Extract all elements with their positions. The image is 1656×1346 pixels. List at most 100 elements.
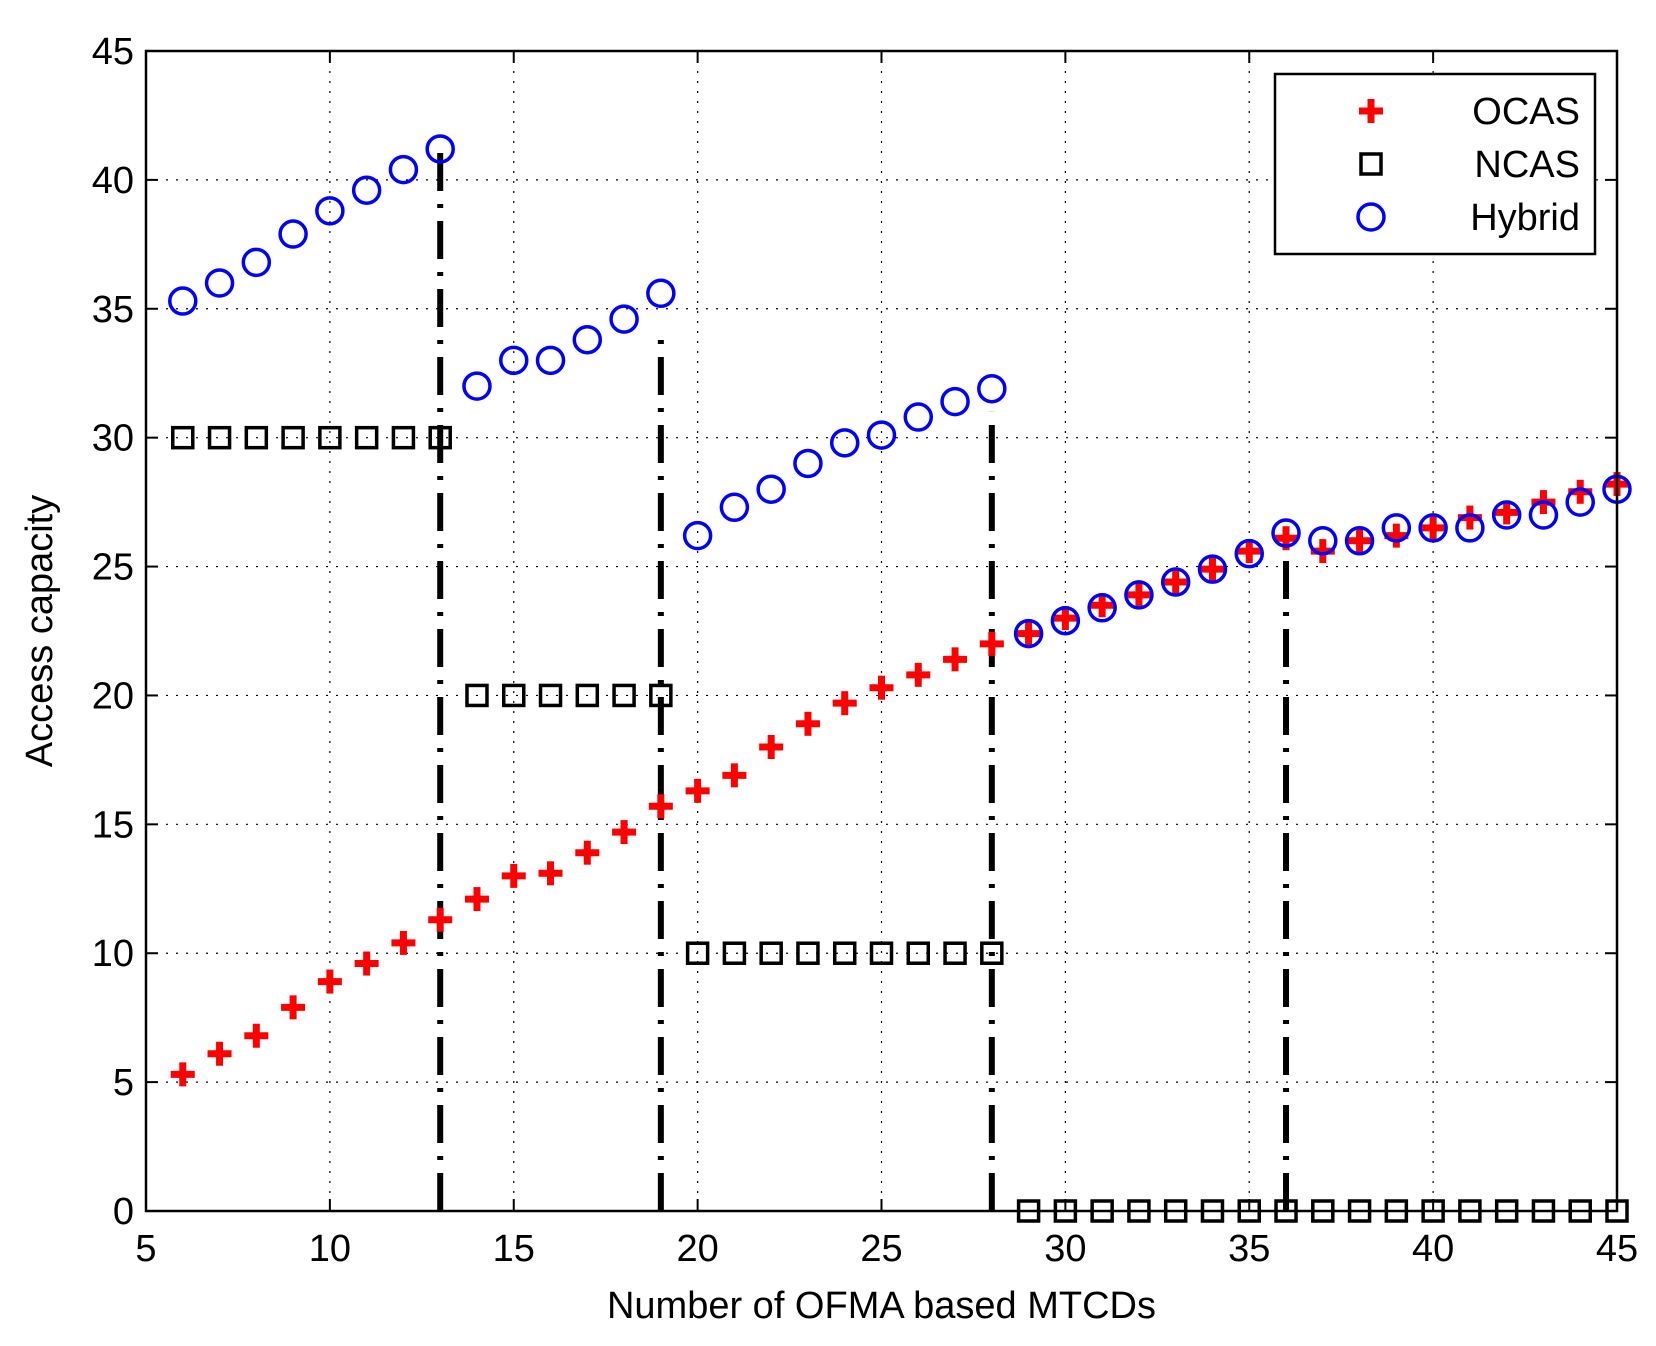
ocas-point [759, 735, 784, 759]
hybrid-point [1418, 513, 1448, 543]
x-tick-label: 10 [309, 1228, 351, 1270]
ncas-point [244, 425, 269, 450]
legend-label-ncas: NCAS [1474, 144, 1580, 186]
hybrid-point [1344, 526, 1375, 556]
ocas-point [1384, 523, 1409, 548]
hybrid-point [1528, 500, 1559, 530]
ocas-point [832, 691, 857, 716]
hybrid-point [829, 428, 860, 458]
hybrid-point [388, 154, 419, 185]
hybrid-point [977, 373, 1007, 404]
ocas-point [501, 863, 526, 888]
y-axis-label: Access capacity [19, 495, 61, 767]
ocas-point [428, 907, 453, 932]
ocas-point [612, 820, 637, 845]
x-tick-label: 20 [676, 1228, 718, 1270]
ocas-point [1347, 528, 1372, 553]
hybrid-point [866, 420, 897, 450]
ncas-point [759, 941, 783, 965]
ocas-point [943, 647, 968, 672]
ncas-point [502, 683, 526, 708]
hybrid-point [462, 371, 492, 401]
hybrid-point [682, 520, 713, 551]
hybrid-point [940, 386, 970, 417]
hybrid-point [572, 324, 603, 355]
threshold-lines [437, 148, 1290, 1211]
ocas-point [1053, 606, 1078, 631]
hybrid-point [535, 345, 566, 376]
ocas-point [1163, 570, 1188, 595]
x-tick-label: 35 [1228, 1228, 1270, 1270]
ocas-point [281, 995, 306, 1020]
ncas-point [428, 425, 452, 450]
hybrid-point [719, 492, 750, 523]
ncas-point [906, 941, 931, 965]
ncas-point [575, 683, 600, 708]
ocas-point [1421, 515, 1446, 540]
hybrid-point [1271, 518, 1301, 548]
ocas-point [1126, 582, 1151, 607]
y-tick-label: 25 [92, 547, 134, 589]
ocas-point [906, 662, 931, 687]
y-tick-label: 20 [92, 675, 134, 717]
ncas-point [722, 941, 747, 965]
hybrid-point [1160, 567, 1191, 597]
x-tick-label: 5 [135, 1228, 156, 1270]
hybrid-point [903, 402, 934, 432]
ocas-point [685, 778, 710, 803]
grid-lines [146, 51, 1617, 1211]
ocas-point [722, 763, 747, 788]
y-tick-label: 15 [92, 804, 134, 846]
ocas-point [1090, 593, 1115, 618]
hybrid-point [499, 345, 529, 376]
legend-box [1273, 72, 1597, 256]
y-tick-label: 35 [92, 289, 134, 331]
ocas-point [648, 794, 673, 819]
hybrid-point [204, 268, 235, 298]
legend: OCAS NCAS Hybrid [1273, 72, 1597, 256]
ncas-point [685, 941, 710, 965]
ncas-point [318, 425, 342, 450]
legend-marker-ncas [1359, 152, 1383, 176]
x-tick-label: 30 [1044, 1228, 1086, 1270]
ocas-point [354, 951, 379, 976]
ocas-point [207, 1041, 232, 1066]
ocas-point [317, 969, 342, 994]
ncas-point [943, 941, 967, 965]
hybrid-point [315, 196, 345, 226]
hybrid-point [793, 448, 823, 479]
hybrid-point [1197, 554, 1228, 584]
ncas-point [649, 683, 673, 708]
hybrid-point [646, 278, 676, 309]
hybrid-point [1381, 513, 1412, 543]
hybrid-point [1124, 580, 1154, 610]
ocas-point [244, 1023, 269, 1048]
hybrid-point [1455, 513, 1485, 543]
legend-label-hybrid: Hybrid [1470, 197, 1580, 239]
ocas-point [464, 887, 489, 912]
ocas-point [1237, 539, 1262, 564]
ocas-point [979, 631, 1004, 656]
hybrid-point [241, 247, 272, 278]
ncas-point [612, 683, 636, 708]
hybrid-point [351, 175, 382, 205]
ncas-point [207, 425, 232, 450]
y-tick-label: 5 [113, 1062, 134, 1104]
ncas-point [869, 941, 894, 965]
hybrid-point [609, 304, 639, 334]
hybrid-point [1491, 500, 1522, 530]
ocas-point [1016, 621, 1041, 646]
y-tick-label: 0 [113, 1191, 134, 1233]
y-tick-label: 30 [92, 418, 134, 460]
x-tick-label: 15 [493, 1228, 535, 1270]
ocas-point [869, 675, 894, 700]
x-tick-label: 25 [860, 1228, 902, 1270]
hybrid-point [425, 134, 455, 164]
ncas-point [538, 683, 563, 708]
hybrid-point [756, 474, 786, 504]
x-tick-label: 40 [1412, 1228, 1454, 1270]
ocas-point [1494, 500, 1519, 525]
legend-label-ocas: OCAS [1472, 91, 1580, 133]
